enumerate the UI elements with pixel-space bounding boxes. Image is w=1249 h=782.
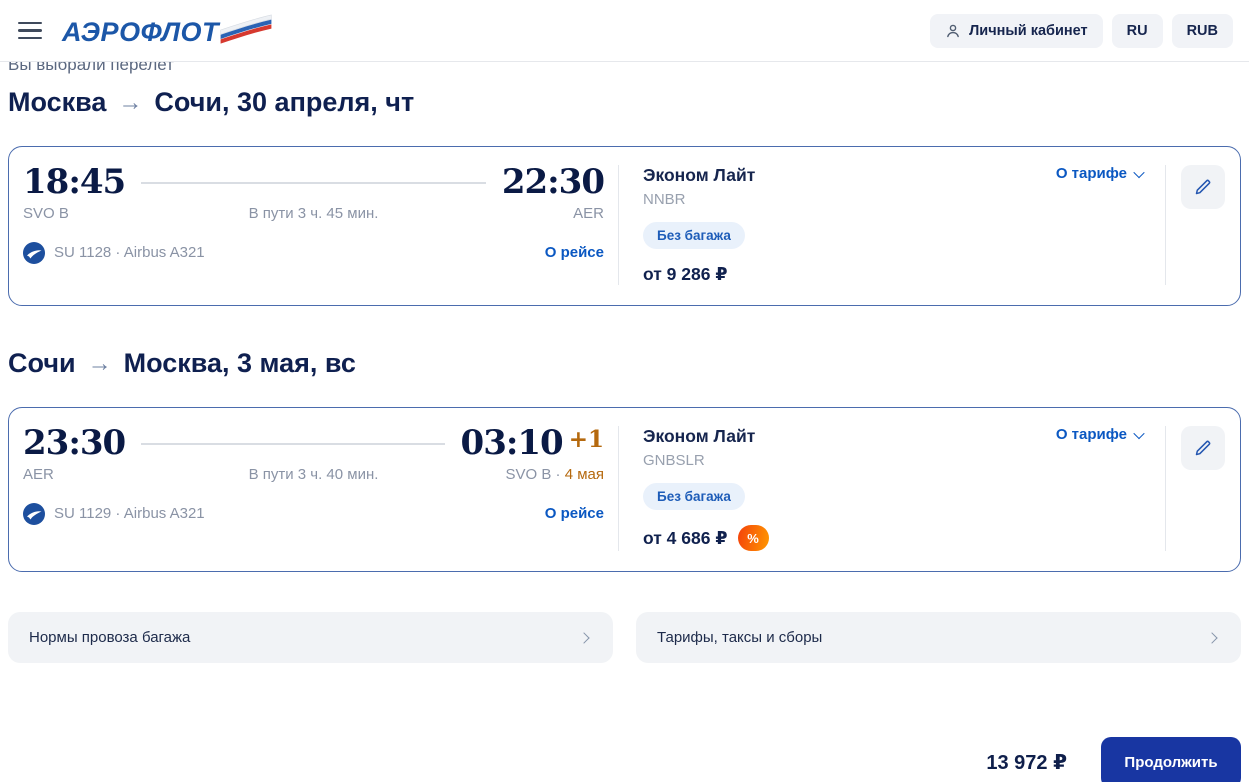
- route-heading-outbound: Москва → Сочи, 30 апреля, чт: [8, 87, 1241, 118]
- edit-flight-button[interactable]: [1181, 426, 1225, 470]
- flight-card-return: 23:30 03:10 +1 AER В пути 3 ч. 40 мин. S…: [8, 407, 1241, 572]
- pencil-icon: [1195, 179, 1211, 195]
- total-price: 13 972 ₽: [986, 752, 1067, 774]
- about-flight-link[interactable]: О рейсе: [544, 244, 604, 262]
- route-from: Москва: [8, 87, 107, 117]
- baggage-badge: Без багажа: [643, 483, 745, 510]
- account-button[interactable]: Личный кабинет: [930, 13, 1103, 48]
- route-to: Москва, 3 мая, вс: [123, 348, 356, 378]
- card-divider: [618, 165, 619, 285]
- language-button[interactable]: RU: [1111, 13, 1163, 48]
- flight-card-outbound: 18:45 22:30 SVO B В пути 3 ч. 45 мин. AE…: [8, 146, 1241, 306]
- about-flight-link[interactable]: О рейсе: [544, 505, 604, 523]
- chevron-right-icon: [1206, 631, 1218, 644]
- route-to: Сочи, 30 апреля, чт: [154, 87, 415, 117]
- flight-number: SU 1129 · Airbus A321: [54, 505, 205, 523]
- arrival-time: 03:10: [460, 423, 564, 463]
- pencil-icon: [1195, 440, 1211, 456]
- flight-duration: В пути 3 ч. 40 мин.: [248, 465, 379, 483]
- person-icon: [947, 24, 960, 37]
- departure-time: 18:45: [23, 162, 126, 202]
- card-divider: [1165, 165, 1166, 285]
- about-fare-link[interactable]: О тарифе: [1055, 165, 1145, 182]
- summary-bar: 13 972 ₽ Продолжить: [8, 737, 1241, 782]
- route-arrow-icon: →: [87, 349, 112, 377]
- fare-name: Эконом Лайт: [643, 426, 756, 446]
- chevron-down-icon: [1133, 427, 1145, 439]
- arrival-airport: SVO B ·: [505, 465, 561, 483]
- route-line: [141, 442, 445, 445]
- info-links-row: Нормы провоза багажа Тарифы, таксы и сбо…: [8, 612, 1241, 663]
- airline-logo-icon: [23, 502, 45, 525]
- flag-wing-icon: [220, 14, 272, 44]
- arrival-date: 4 мая: [564, 465, 604, 483]
- fares-taxes-label: Тарифы, таксы и сборы: [657, 629, 823, 646]
- route-line: [141, 181, 486, 184]
- card-divider: [1165, 426, 1166, 551]
- brand-text: АЭРОФЛОТ: [62, 16, 220, 47]
- continue-button[interactable]: Продолжить: [1101, 737, 1241, 782]
- fare-price: от 9 286 ₽: [643, 264, 728, 284]
- about-fare-label: О тарифе: [1055, 426, 1127, 443]
- route-arrow-icon: →: [118, 88, 143, 116]
- card-divider: [618, 426, 619, 551]
- fare-name: Эконом Лайт: [643, 165, 756, 185]
- baggage-rules-button[interactable]: Нормы провоза багажа: [8, 612, 613, 663]
- departure-airport: AER: [23, 465, 54, 483]
- route-heading-return: Сочи → Москва, 3 мая, вс: [8, 348, 1241, 379]
- fare-code: GNBSLR: [643, 452, 705, 469]
- arrival-time: 22:30: [501, 162, 605, 202]
- about-fare-label: О тарифе: [1055, 165, 1127, 182]
- fares-taxes-button[interactable]: Тарифы, таксы и сборы: [636, 612, 1241, 663]
- flight-number: SU 1128 · Airbus A321: [54, 244, 205, 262]
- departure-airport: SVO B: [23, 204, 69, 222]
- currency-button[interactable]: RUB: [1171, 13, 1233, 48]
- edit-flight-button[interactable]: [1181, 165, 1225, 209]
- menu-icon[interactable]: [18, 21, 42, 40]
- fare-code: NNBR: [643, 191, 686, 208]
- fare-section: Эконом Лайт О тарифе NNBR Без багажа от …: [619, 165, 1165, 285]
- aeroflot-logo[interactable]: АЭРОФЛОТ: [62, 14, 275, 48]
- top-header: АЭРОФЛОТ Личный кабинет RU RUB: [0, 0, 1249, 62]
- baggage-rules-label: Нормы провоза багажа: [29, 629, 191, 646]
- about-fare-link[interactable]: О тарифе: [1055, 426, 1145, 443]
- chevron-down-icon: [1133, 166, 1145, 178]
- discount-badge: %: [737, 525, 769, 551]
- fare-section: Эконом Лайт О тарифе GNBSLR Без багажа о…: [619, 426, 1165, 551]
- main-content: Вы выбрали перелет Москва → Сочи, 30 апр…: [0, 55, 1249, 782]
- flight-times-section: 23:30 03:10 +1 AER В пути 3 ч. 40 мин. S…: [9, 423, 618, 551]
- arrival-airport: AER: [573, 204, 604, 222]
- baggage-badge: Без багажа: [643, 222, 745, 249]
- arrival-day-offset: +1: [568, 426, 604, 453]
- route-from: Сочи: [8, 348, 76, 378]
- flight-times-section: 18:45 22:30 SVO B В пути 3 ч. 45 мин. AE…: [9, 162, 618, 285]
- chevron-right-icon: [578, 631, 590, 644]
- airline-logo-icon: [23, 241, 45, 264]
- fare-price: от 4 686 ₽: [643, 527, 728, 548]
- departure-time: 23:30: [23, 423, 126, 463]
- account-button-label: Личный кабинет: [969, 22, 1088, 39]
- flight-duration: В пути 3 ч. 45 мин.: [248, 204, 379, 222]
